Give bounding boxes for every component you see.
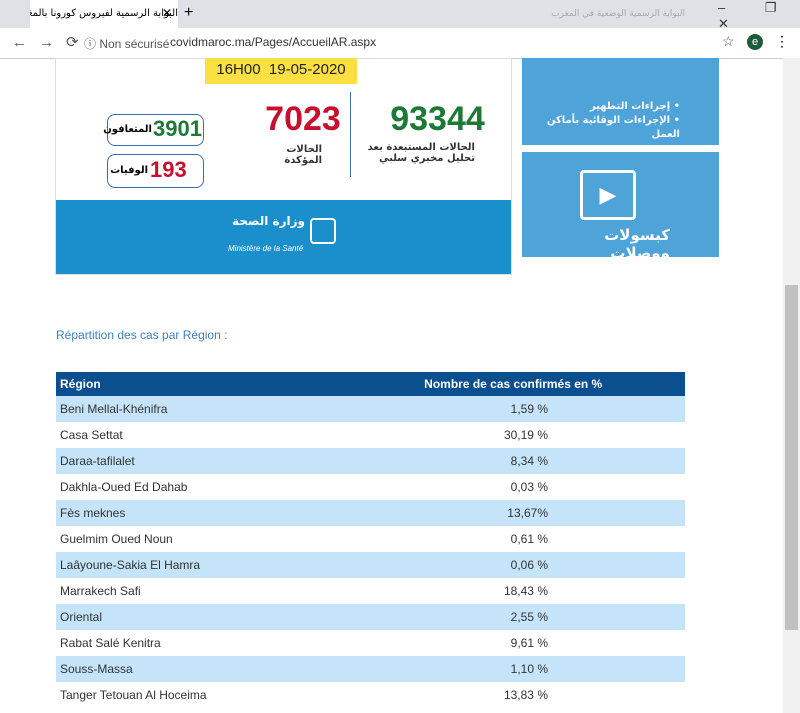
item: إجراءات التطهير bbox=[590, 101, 670, 112]
security-label[interactable]: ⓘ Non sécurisé bbox=[84, 35, 169, 52]
card-item: • الإجراءات الوقائية بأماكن العمل bbox=[530, 114, 680, 142]
deaths-label: الوفيات bbox=[112, 165, 148, 176]
percent: 1,10 % bbox=[341, 656, 685, 682]
region: Tanger Tetouan Al Hoceima bbox=[56, 682, 341, 708]
profile[interactable]: e bbox=[747, 34, 763, 50]
tab-faint[interactable]: البوابة الرسمية الوضعية في المغرب bbox=[205, 0, 685, 28]
percent: 0,61 % bbox=[341, 526, 685, 552]
row: Daraa-tafilalet8,34 % bbox=[56, 448, 685, 474]
row: Dakhla-Oued Ed Dahab0,03 % bbox=[56, 474, 685, 500]
header-row: RégionNombre de cas confirmés en % bbox=[56, 372, 685, 396]
star[interactable]: ☆ bbox=[722, 33, 735, 50]
row: Marrakech Safi18,43 % bbox=[56, 578, 685, 604]
header: Nombre de cas confirmés en % bbox=[341, 372, 685, 396]
ministry: وزارة الصحة bbox=[225, 214, 305, 228]
percent: 18,43 % bbox=[341, 578, 685, 604]
row: Laâyoune-Sakia El Hamra0,06 % bbox=[56, 552, 685, 578]
card-items: • إجراءات التطهير • الإجراءات الوقائية ب… bbox=[530, 100, 680, 142]
ministry-fr: Ministère de la Santé bbox=[228, 244, 303, 253]
security: Non sécurisé bbox=[99, 37, 169, 51]
menu[interactable]: ⋮ bbox=[775, 33, 789, 50]
region: Casa Settat bbox=[56, 422, 341, 448]
region: Laâyoune-Sakia El Hamra bbox=[56, 552, 341, 578]
row: Beni Mellal-Khénifra1,59 % bbox=[56, 396, 685, 422]
item: الإجراءات الوقائية بأماكن العمل bbox=[547, 115, 680, 140]
tab[interactable]: البوابة الرسمية لفيروس كورونا بالمغرب bbox=[30, 0, 178, 28]
row: Oriental2,55 % bbox=[56, 604, 685, 630]
row: Tanger Tetouan Al Hoceima13,83 % bbox=[56, 682, 685, 708]
region: Marrakech Safi bbox=[56, 578, 341, 604]
percent: 1,59 % bbox=[341, 396, 685, 422]
region: Oriental bbox=[56, 604, 341, 630]
header: Région bbox=[56, 372, 341, 396]
row: Rabat Salé Kenitra9,61 % bbox=[56, 630, 685, 656]
recovered-label: المتعافون bbox=[110, 124, 152, 135]
tested-label: الحالات المستبعدة بعد تحليل مخبري سلبي bbox=[360, 142, 475, 164]
row: Guelmim Oued Noun0,61 % bbox=[56, 526, 685, 552]
percent: 13,83 % bbox=[341, 682, 685, 708]
url[interactable]: covidmaroc.ma/Pages/AccueilAR.aspx bbox=[170, 35, 376, 49]
row: Fès meknes13,67% bbox=[56, 500, 685, 526]
percent: 9,61 % bbox=[341, 630, 685, 656]
region: Rabat Salé Kenitra bbox=[56, 630, 341, 656]
region: Daraa-tafilalet bbox=[56, 448, 341, 474]
region: Souss-Massa bbox=[56, 656, 341, 682]
recovered: 3901 bbox=[153, 116, 202, 142]
percent: 2,55 % bbox=[341, 604, 685, 630]
percent: 0,03 % bbox=[341, 474, 685, 500]
tested: 93344 bbox=[385, 100, 490, 139]
divider bbox=[350, 92, 351, 177]
percent: 8,34 % bbox=[341, 448, 685, 474]
row: Casa Settat30,19 % bbox=[56, 422, 685, 448]
nav-buttons[interactable]: ←→⟳ bbox=[12, 33, 91, 51]
percent: 0,06 % bbox=[341, 552, 685, 578]
new-tab[interactable]: + bbox=[184, 4, 193, 22]
card-item: • إجراءات التطهير bbox=[530, 100, 680, 114]
table-body: Beni Mellal-Khénifra1,59 %Casa Settat30,… bbox=[56, 396, 685, 708]
section-title: Répartition des cas par Région : bbox=[56, 328, 227, 342]
table: RégionNombre de cas confirmés en %Beni M… bbox=[56, 372, 685, 708]
date: 16H00 19-05-2020 bbox=[205, 58, 357, 84]
confirmed-label: الحالات المؤكدة bbox=[262, 144, 322, 166]
tab-close[interactable]: ✕ bbox=[162, 6, 172, 20]
region: Beni Mellal-Khénifra bbox=[56, 396, 341, 422]
video-icon: ▶ bbox=[580, 170, 636, 220]
region: Dakhla-Oued Ed Dahab bbox=[56, 474, 341, 500]
scroll-thumb[interactable] bbox=[785, 285, 798, 630]
row: Souss-Massa1,10 % bbox=[56, 656, 685, 682]
deaths: 193 bbox=[150, 157, 187, 183]
banner-footer bbox=[56, 200, 511, 274]
percent: 13,67% bbox=[341, 500, 685, 526]
confirmed: 7023 bbox=[258, 100, 348, 139]
videos: كبسولات ووصلات bbox=[545, 226, 670, 262]
region: Fès meknes bbox=[56, 500, 341, 526]
region: Guelmim Oued Noun bbox=[56, 526, 341, 552]
logo bbox=[310, 218, 336, 244]
percent: 30,19 % bbox=[341, 422, 685, 448]
